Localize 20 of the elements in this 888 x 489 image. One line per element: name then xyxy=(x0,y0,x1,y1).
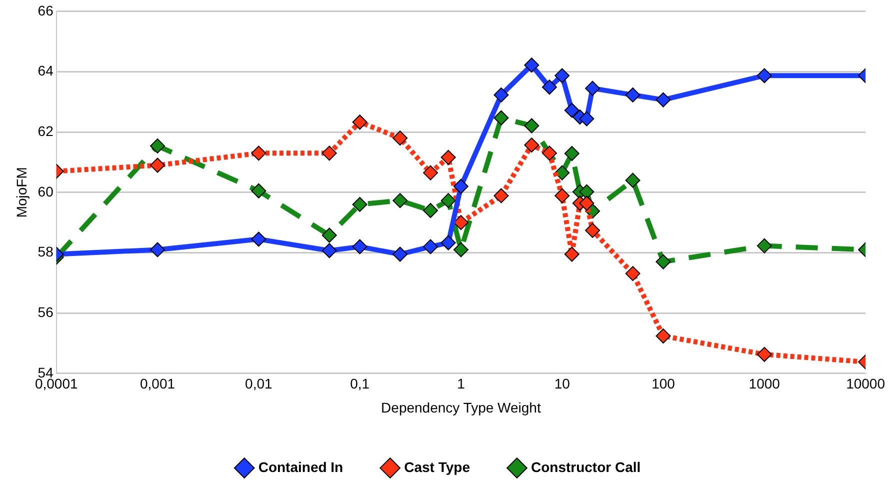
x-tick-label: 1000 xyxy=(748,376,780,392)
y-tick-label: 54 xyxy=(38,364,54,380)
y-tick-label: 58 xyxy=(38,244,54,260)
legend-label: Contained In xyxy=(258,458,344,475)
x-tick-label: 10000 xyxy=(846,376,886,392)
y-tick-label: 64 xyxy=(38,62,54,79)
legend-label: Constructor Call xyxy=(530,458,641,475)
x-tick-label: 10 xyxy=(554,376,570,392)
legend-label: Cast Type xyxy=(404,458,470,475)
x-tick-label: 0,001 xyxy=(140,376,176,392)
x-axis-title: Dependency Type Weight xyxy=(381,399,541,416)
y-tick-label: 66 xyxy=(38,2,54,18)
y-tick-label: 62 xyxy=(38,122,54,139)
x-tick-label: 0,01 xyxy=(245,376,272,392)
x-tick-label: 0,1 xyxy=(350,376,370,392)
y-tick-label: 56 xyxy=(38,304,54,320)
y-tick-label: 60 xyxy=(38,183,54,200)
x-tick-label: 1 xyxy=(457,376,466,392)
y-axis-title: MojoFM xyxy=(13,167,30,218)
x-tick-label: 100 xyxy=(652,376,676,392)
